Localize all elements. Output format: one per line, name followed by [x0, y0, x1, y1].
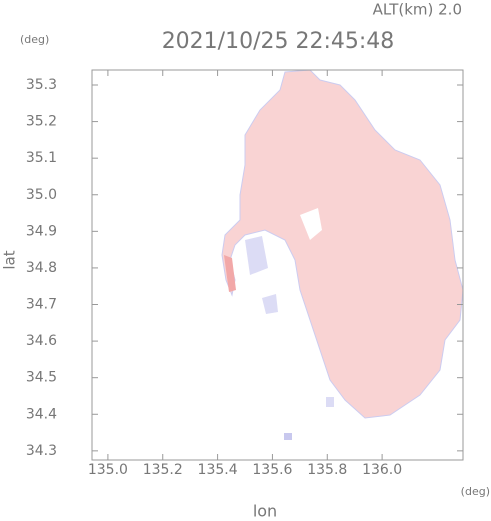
- y-tick-label: 34.4: [26, 406, 57, 422]
- y-tick-label: 34.8: [26, 260, 57, 276]
- x-tick-label: 135.0: [88, 462, 128, 478]
- y-tick-label: 35.0: [26, 187, 57, 203]
- x-tick-label: 135.6: [252, 462, 292, 478]
- chart-subtitle: ALT(km) 2.0: [373, 1, 462, 19]
- y-unit: (deg): [20, 33, 49, 46]
- y-tick-label: 34.6: [26, 333, 57, 349]
- x-unit: (deg): [461, 485, 490, 498]
- y-tick-label: 34.9: [26, 223, 57, 239]
- y-axis-label: lat: [1, 250, 19, 269]
- y-tick-label: 35.3: [26, 77, 57, 93]
- y-tick-label: 34.3: [26, 443, 57, 459]
- x-tick-label: 136.0: [362, 462, 402, 478]
- x-axis-label: lon: [253, 502, 277, 521]
- x-tick-label: 135.2: [143, 462, 183, 478]
- y-tick-label: 34.5: [26, 370, 57, 386]
- y-tick-label: 34.7: [26, 297, 57, 313]
- y-tick-label: 35.2: [26, 114, 57, 130]
- x-tick-label: 135.8: [307, 462, 347, 478]
- y-tick-label: 35.1: [26, 150, 57, 166]
- chart-title: 2021/10/25 22:45:48: [162, 29, 395, 54]
- radar-echo: [221, 69, 464, 440]
- x-tick-label: 135.4: [198, 462, 238, 478]
- plot-frame: [91, 69, 464, 461]
